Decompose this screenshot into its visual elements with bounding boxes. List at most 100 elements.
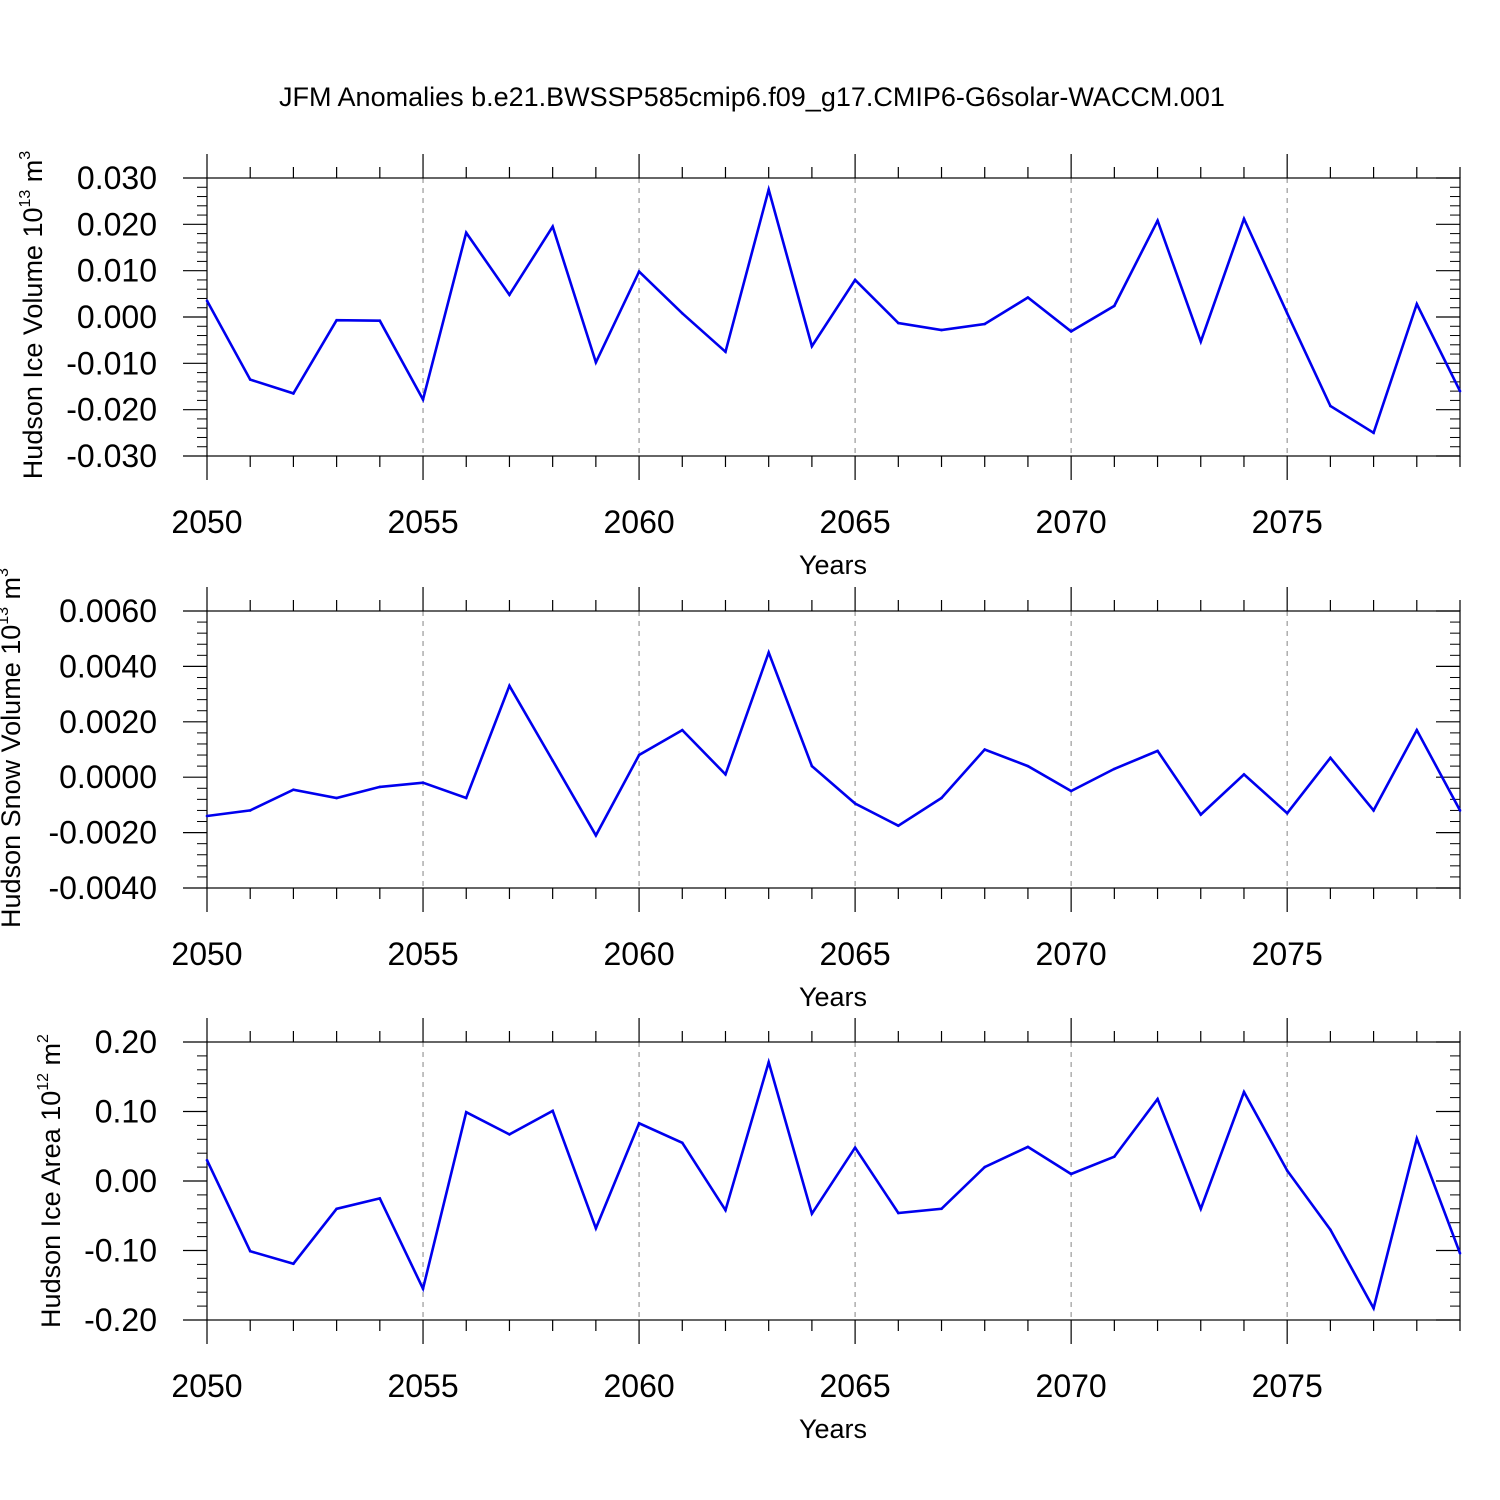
data-point <box>421 1287 425 1291</box>
data-point <box>810 764 814 768</box>
x-tick-label: 2050 <box>171 936 242 972</box>
data-point <box>1242 773 1246 776</box>
data-point <box>724 773 727 776</box>
panel-3: -0.20 -0.10 0.00 0.10 0.20 2050 2055 2060 2065 20… <box>35 1018 1462 1444</box>
y-tick-label: 0.10 <box>95 1094 157 1130</box>
data-point <box>1242 1090 1246 1094</box>
y-tick-label: 0.0040 <box>59 648 157 684</box>
y-tick-label: 0.010 <box>77 253 157 289</box>
x-tick-label: 2050 <box>171 504 242 540</box>
data-point <box>1026 1145 1030 1149</box>
y-tick-label: 0.030 <box>77 160 157 196</box>
data-point <box>1415 728 1419 732</box>
y-tick-label: -0.030 <box>66 438 157 474</box>
data-point <box>983 748 987 751</box>
y-axis-label: Hudson Ice Area 1012 m2 <box>35 1034 66 1328</box>
data-point <box>1199 1207 1203 1211</box>
data-point <box>1156 1097 1159 1101</box>
data-point <box>810 1212 814 1215</box>
x-tick-label: 2055 <box>387 936 458 972</box>
data-point <box>335 1207 338 1211</box>
data-point <box>205 299 209 303</box>
y-axis-label: Hudson Ice Volume 1013 m3 <box>17 151 48 479</box>
data-point <box>1372 1306 1375 1310</box>
y-tick-label: 0.000 <box>77 299 157 335</box>
data-point <box>940 1207 943 1211</box>
data-point <box>1329 756 1332 760</box>
data-point <box>508 684 511 688</box>
series-line <box>205 184 1462 435</box>
x-axis-label: Years <box>799 1414 867 1444</box>
x-tick-label: 2075 <box>1252 504 1323 540</box>
data-point <box>767 1060 770 1064</box>
data-point <box>724 1208 727 1212</box>
series-line <box>206 648 1462 839</box>
data-point <box>724 350 727 354</box>
y-tick-label: -0.10 <box>84 1233 157 1269</box>
data-point <box>1458 389 1462 393</box>
data-point <box>767 651 770 654</box>
data-point <box>940 796 943 800</box>
data-point <box>421 398 425 401</box>
data-point <box>637 1122 641 1125</box>
data-point <box>1372 809 1375 812</box>
y-tick-label: -0.20 <box>84 1302 157 1338</box>
data-point <box>897 824 900 827</box>
data-point <box>464 1110 468 1114</box>
data-point <box>1113 767 1116 771</box>
data-point <box>205 814 209 818</box>
data-point <box>1285 311 1289 315</box>
data-point <box>1113 1155 1116 1158</box>
data-point <box>1113 304 1116 308</box>
data-point <box>335 318 338 322</box>
x-tick-label: 2075 <box>1252 1368 1323 1404</box>
data-point <box>292 1262 295 1266</box>
x-axis-label: Years <box>799 982 867 1012</box>
data-point <box>1156 749 1159 753</box>
data-point <box>1415 1137 1419 1140</box>
data-point <box>1199 813 1203 816</box>
x-tick-label: 2050 <box>171 1368 242 1404</box>
data-point <box>1415 302 1419 306</box>
data-point <box>1069 330 1073 333</box>
data-point <box>378 319 382 323</box>
data-point <box>1069 789 1073 793</box>
data-point <box>551 225 554 228</box>
data-point <box>853 802 857 805</box>
plot-frame <box>206 610 1461 889</box>
data-point <box>810 344 814 348</box>
y-tick-label: -0.010 <box>66 345 157 381</box>
x-tick-label: 2065 <box>820 1368 891 1404</box>
data-point <box>248 1249 252 1253</box>
data-point <box>594 1226 598 1230</box>
x-tick-label: 2070 <box>1036 1368 1107 1404</box>
x-tick-label: 2075 <box>1252 936 1323 972</box>
data-point <box>508 1133 511 1136</box>
data-point <box>680 311 684 315</box>
data-point <box>940 328 943 332</box>
data-point <box>1285 1169 1289 1172</box>
data-point <box>248 378 252 381</box>
data-point <box>248 809 252 812</box>
chart-title: JFM Anomalies b.e21.BWSSP585cmip6.f09_g1… <box>279 82 1225 112</box>
y-tick-label: 0.0000 <box>59 759 157 795</box>
data-point <box>1372 431 1375 435</box>
x-tick-label: 2070 <box>1036 936 1107 972</box>
x-tick-label: 2055 <box>387 1368 458 1404</box>
y-tick-label: 0.20 <box>95 1024 157 1060</box>
data-point <box>1026 764 1030 768</box>
data-point <box>421 781 425 785</box>
data-point <box>1199 340 1203 343</box>
data-point <box>594 361 598 364</box>
data-point <box>1069 1172 1073 1176</box>
data-point <box>637 270 641 273</box>
y-tick-label: 0.00 <box>95 1163 157 1199</box>
data-point <box>853 278 857 282</box>
data-point <box>853 1146 857 1149</box>
y-axis-label: Hudson Snow Volume 1013 m3 <box>0 568 26 928</box>
x-tick-label: 2060 <box>603 1368 674 1404</box>
data-point <box>378 1197 382 1200</box>
x-tick-label: 2070 <box>1036 504 1107 540</box>
y-tick-label: 0.0020 <box>59 704 157 740</box>
